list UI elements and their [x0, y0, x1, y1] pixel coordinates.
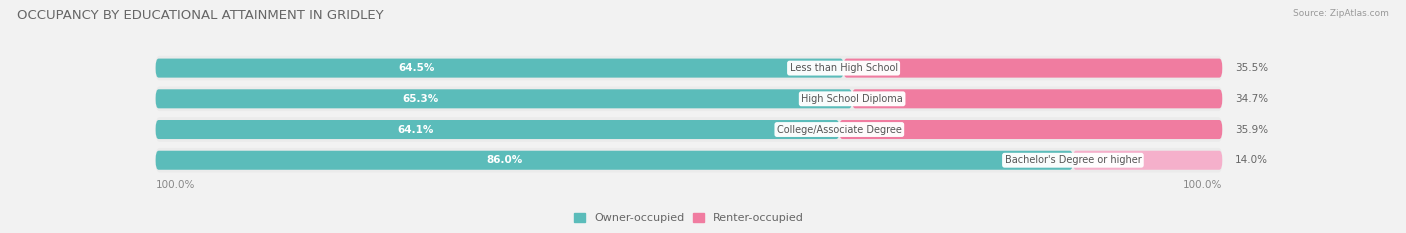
Text: College/Associate Degree: College/Associate Degree [778, 124, 901, 134]
Text: 34.7%: 34.7% [1234, 94, 1268, 104]
FancyBboxPatch shape [839, 120, 1222, 139]
FancyBboxPatch shape [156, 151, 1073, 170]
Text: 65.3%: 65.3% [402, 94, 439, 104]
Text: Bachelor's Degree or higher: Bachelor's Degree or higher [1004, 155, 1142, 165]
FancyBboxPatch shape [844, 58, 1222, 78]
FancyBboxPatch shape [852, 89, 1222, 108]
FancyBboxPatch shape [156, 56, 1222, 80]
Text: 64.1%: 64.1% [398, 124, 433, 134]
FancyBboxPatch shape [156, 86, 1222, 111]
Text: 64.5%: 64.5% [399, 63, 436, 73]
FancyBboxPatch shape [1073, 151, 1222, 170]
Text: 100.0%: 100.0% [1182, 180, 1222, 190]
Legend: Owner-occupied, Renter-occupied: Owner-occupied, Renter-occupied [569, 208, 808, 228]
Text: 14.0%: 14.0% [1234, 155, 1268, 165]
FancyBboxPatch shape [156, 120, 839, 139]
Text: Source: ZipAtlas.com: Source: ZipAtlas.com [1294, 9, 1389, 18]
Text: 35.9%: 35.9% [1234, 124, 1268, 134]
Text: Less than High School: Less than High School [790, 63, 897, 73]
FancyBboxPatch shape [156, 89, 852, 108]
FancyBboxPatch shape [156, 58, 844, 78]
Text: 35.5%: 35.5% [1234, 63, 1268, 73]
FancyBboxPatch shape [156, 117, 1222, 142]
Text: 100.0%: 100.0% [156, 180, 195, 190]
Text: High School Diploma: High School Diploma [801, 94, 903, 104]
FancyBboxPatch shape [156, 148, 1222, 172]
Text: OCCUPANCY BY EDUCATIONAL ATTAINMENT IN GRIDLEY: OCCUPANCY BY EDUCATIONAL ATTAINMENT IN G… [17, 9, 384, 22]
Text: 86.0%: 86.0% [486, 155, 522, 165]
